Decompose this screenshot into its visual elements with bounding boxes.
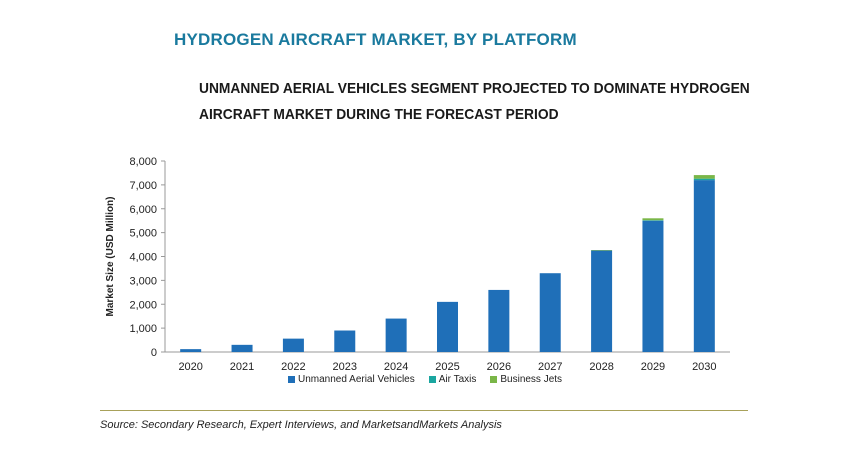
bar-unmanned-aerial-vehicles-2029 (642, 220, 664, 352)
bar-unmanned-aerial-vehicles-2027 (539, 273, 561, 352)
legend-label: Unmanned Aerial Vehicles (298, 374, 415, 385)
bar-business-jets-2028 (591, 250, 613, 251)
x-tick-label: 2029 (641, 361, 665, 373)
x-tick-label: 2021 (230, 361, 254, 373)
y-axis: 0 1,000 2,000 3,000 4,000 5,000 6,000 7,000 8,00… (129, 156, 166, 359)
y-axis-label: Market Size (USD Million) (105, 196, 116, 316)
bar-business-jets-2030 (693, 175, 715, 179)
subtitle-line-1: UNMANNED AERIAL VEHICLES SEGMENT PROJECT… (199, 80, 750, 97)
y-tick-label: 8,000 (129, 156, 157, 168)
x-tick-label: 2027 (538, 361, 562, 373)
divider (100, 410, 748, 411)
bar-unmanned-aerial-vehicles-2021 (231, 344, 253, 352)
bar-unmanned-aerial-vehicles-2023 (334, 330, 356, 352)
bar-unmanned-aerial-vehicles-2024 (385, 318, 407, 352)
page-title: HYDROGEN AIRCRAFT MARKET, BY PLATFORM (174, 30, 577, 49)
bar-air-taxis-2030 (693, 178, 715, 181)
y-tick-label: 7,000 (129, 180, 157, 192)
bar-unmanned-aerial-vehicles-2026 (488, 289, 510, 352)
bar-unmanned-aerial-vehicles-2022 (282, 338, 304, 352)
chart-subtitle: UNMANNED AERIAL VEHICLES SEGMENT PROJECT… (199, 76, 751, 128)
legend-item: Air Taxis (428, 374, 477, 385)
y-tick-label: 4,000 (129, 252, 157, 264)
bar-unmanned-aerial-vehicles-2025 (437, 301, 458, 352)
bar-unmanned-aerial-vehicles-2030 (693, 180, 715, 352)
x-tick-label: 2030 (692, 361, 716, 373)
bars-group (180, 175, 715, 352)
x-tick-label: 2025 (435, 361, 459, 373)
y-tick-label: 5,000 (129, 228, 157, 240)
y-tick-label: 0 (151, 347, 157, 359)
legend-item: Business Jets (490, 374, 562, 385)
legend-swatch (428, 376, 436, 383)
x-tick-label: 2024 (384, 361, 408, 373)
legend-label: Business Jets (500, 374, 563, 385)
legend: Unmanned Aerial Vehicles Air Taxis Busines… (288, 374, 576, 385)
legend-swatch (288, 376, 295, 383)
legend-label: Air Taxis (438, 374, 477, 385)
y-tick-label: 1,000 (129, 323, 157, 335)
y-tick-label: 6,000 (129, 204, 157, 216)
legend-item: Unmanned Aerial Vehicles (288, 374, 415, 385)
subtitle-line-2: AIRCRAFT MARKET DURING THE FORECAST PERI… (199, 106, 559, 123)
y-tick-label: 3,000 (129, 275, 157, 287)
x-tick-label: 2022 (281, 361, 305, 373)
bar-business-jets-2029 (642, 218, 664, 221)
legend-swatch (490, 376, 498, 383)
x-tick-label: 2020 (178, 361, 202, 373)
bar-unmanned-aerial-vehicles-2028 (591, 250, 613, 352)
bar-air-taxis-2029 (642, 220, 664, 221)
source-note: Source: Secondary Research, Expert Inter… (100, 419, 502, 431)
x-tick-label: 2026 (487, 361, 511, 373)
y-tick-label: 2,000 (129, 299, 157, 311)
bar-unmanned-aerial-vehicles-2020 (180, 349, 202, 352)
x-tick-label: 2028 (589, 361, 613, 373)
x-axis: 2020 2021 2022 2023 2024 2025 2026 2027 2028 2029… (165, 351, 730, 373)
x-tick-label: 2023 (333, 361, 357, 373)
